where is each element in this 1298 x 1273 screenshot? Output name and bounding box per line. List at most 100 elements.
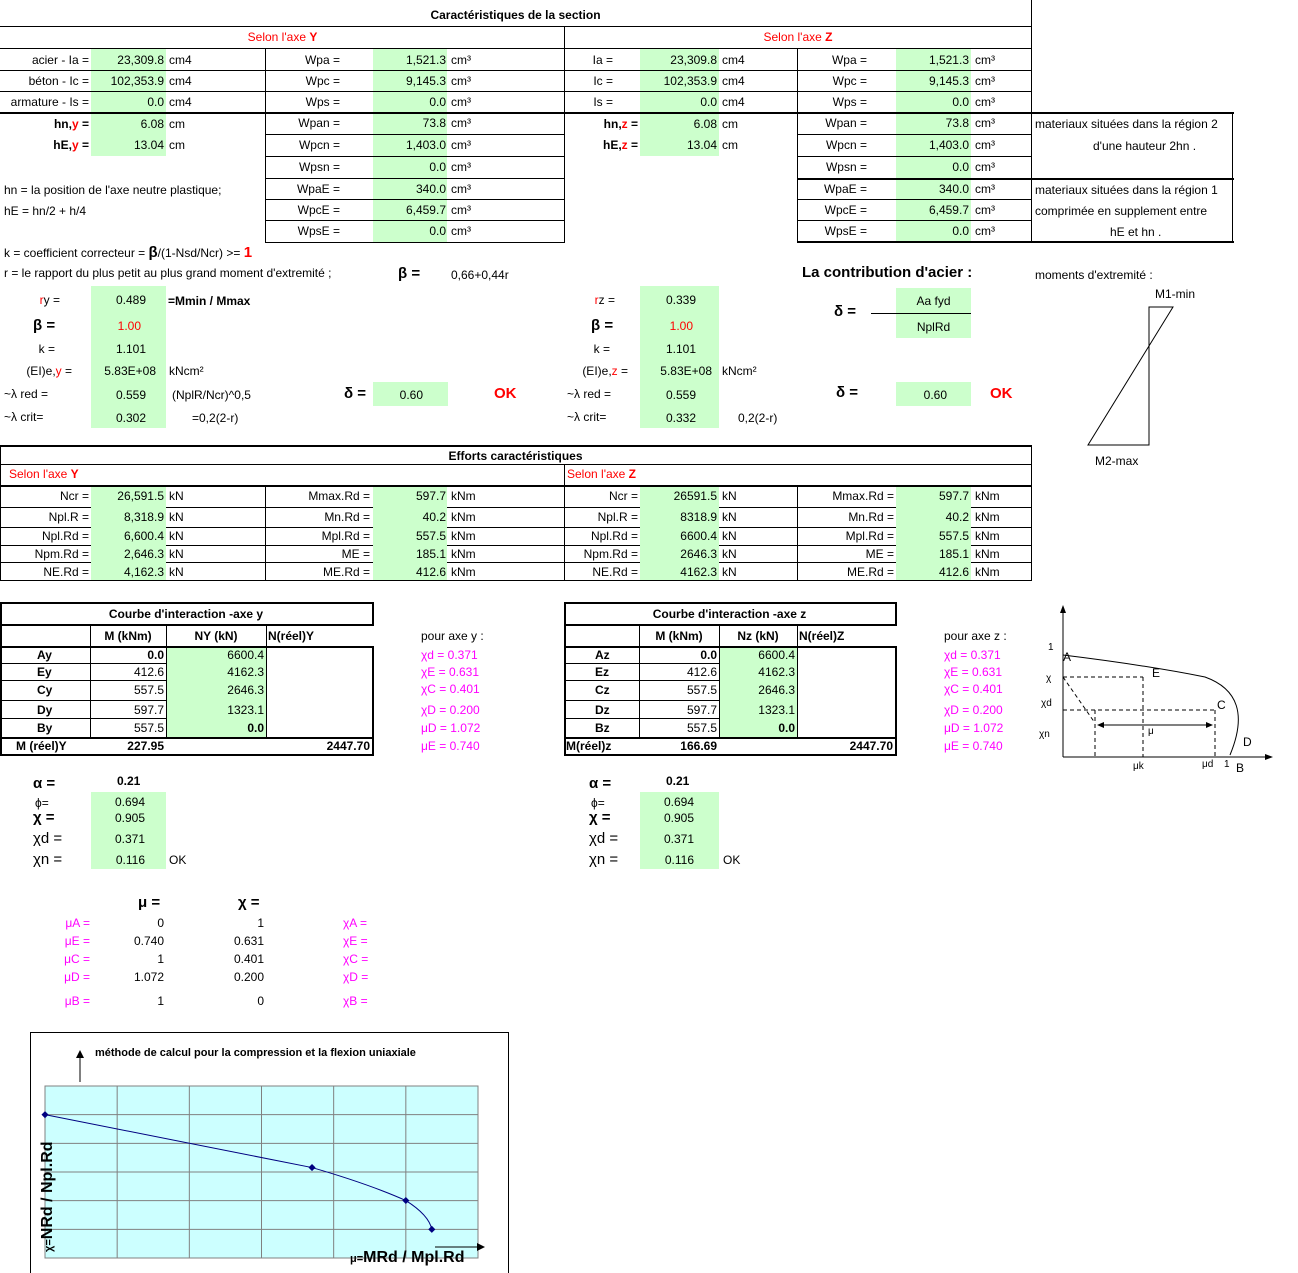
effort-value: 26,591.5 (117, 489, 164, 503)
y-modulus-unit: cm³ (451, 160, 471, 174)
z-k-value: 1.101 (665, 342, 696, 356)
note-region2-b: d'une hauteur 2hn . (1093, 139, 1197, 153)
courbe-row-n: 4162.3 (227, 665, 264, 679)
chi-row-label: χC = (343, 952, 369, 966)
y-modulus-value: 73.8 (422, 116, 446, 130)
y-r-label: ry = (39, 293, 60, 307)
z-prop-value: 23,309.8 (670, 53, 717, 67)
z-hE-value: 13.04 (686, 138, 717, 152)
z-r-label: rz = (594, 293, 615, 307)
beta-symbol: β = (398, 265, 421, 282)
z-ei-unit: kNcm² (722, 364, 757, 378)
chin-ok: OK (169, 853, 187, 867)
effort-label: ME.Rd = (846, 565, 894, 579)
effort-unit: kNm (975, 510, 1000, 524)
effort-unit: kNm (975, 565, 1000, 579)
effort-value: 557.5 (938, 529, 969, 543)
effort-value: 4162.3 (680, 565, 717, 579)
m2-label: M2-max (1095, 454, 1139, 468)
y-modulus-label: WpaE = (296, 182, 340, 196)
y-modulus-unit: cm³ (451, 138, 471, 152)
sketch-D: D (1243, 735, 1252, 749)
effort-value: 597.7 (415, 489, 446, 503)
y-modulus-value: 0.0 (429, 95, 446, 109)
r-definition: r = le rapport du plus petit au plus gra… (4, 266, 332, 280)
z-modulus-value: 9,145.3 (928, 74, 969, 88)
y-modulus-value: 9,145.3 (405, 74, 446, 88)
y-ei-label: (EI)e,y = (26, 364, 72, 378)
chi-header: χ = (238, 894, 260, 911)
z-lcrit-label: ~λ crit= (567, 410, 607, 424)
z-modulus-value: 6,459.7 (928, 203, 969, 217)
effort-unit: kNm (975, 547, 1000, 561)
courbe-row-label: Ay (37, 648, 52, 662)
y-hn-value: 6.08 (140, 117, 164, 131)
z-modulus-value: 73.8 (945, 116, 969, 130)
courbe-coef: χC = 0.401 (421, 682, 480, 696)
chi-row-label: χB = (343, 994, 368, 1008)
chin-value: 0.116 (115, 853, 145, 867)
chi-row-value: 0.401 (233, 952, 264, 966)
effort-label: Npm.Rd = (34, 547, 89, 561)
courbe-row-n: 6600.4 (227, 648, 264, 662)
courbe-nreel-value: 2447.70 (326, 739, 370, 753)
courbe-coef: μE = 0.740 (944, 739, 1003, 753)
section-axis-y-title: Selon l'axe Y (247, 30, 318, 44)
effort-label: Mmax.Rd = (832, 489, 894, 503)
effort-value: 26591.5 (673, 489, 717, 503)
z-ei-label: (EI)e,z = (582, 364, 628, 378)
courbe-row-m: 557.5 (133, 683, 164, 697)
chi-row-value: 0.200 (233, 970, 264, 984)
z-ei-value: 5.83E+08 (660, 364, 712, 378)
courbe-coef: μD = 1.072 (944, 721, 1004, 735)
z-r-value: 0.339 (665, 293, 696, 307)
effort-value: 412.6 (415, 565, 446, 579)
note-region2-a: materiaux situées dans la région 2 (1035, 117, 1218, 131)
chi-label: χ = (589, 809, 611, 826)
z-modulus-label: Wpsn = (825, 160, 867, 174)
y-modulus-value: 340.0 (415, 182, 446, 196)
effort-value: 6,600.4 (123, 529, 164, 543)
mu-row-value: 0.740 (133, 934, 164, 948)
effort-value: 4,162.3 (123, 565, 164, 579)
courbe-coef: χD = 0.200 (421, 703, 480, 717)
courbe-row-n: 2646.3 (758, 683, 795, 697)
beta-formula: 0,66+0,44r (451, 268, 509, 282)
effort-value: 8318.9 (680, 510, 717, 524)
effort-unit: kN (169, 510, 184, 524)
effort-unit: kNm (451, 489, 476, 503)
z-modulus-unit: cm³ (975, 95, 995, 109)
chid-label: χd = (33, 830, 63, 847)
chi-row-value: 0 (257, 994, 264, 1008)
z-hn-value: 6.08 (693, 117, 717, 131)
courbe-row-m: 597.7 (133, 703, 164, 717)
z-modulus-label: WpaE = (823, 182, 867, 196)
sketch-B: B (1236, 761, 1245, 775)
courbe-row-label: Cz (595, 683, 610, 697)
phi-value: 0.694 (114, 795, 145, 809)
courbe-row-n: 1323.1 (758, 703, 795, 717)
sketch-A: A (1063, 650, 1072, 664)
y-beta-value: 1.00 (117, 319, 141, 333)
y-modulus-label: WpcE = (297, 203, 340, 217)
effort-unit: kNm (451, 547, 476, 561)
courbe-header-nreel: N(réel)Z (799, 629, 845, 643)
z-modulus-label: Wpc = (832, 74, 867, 88)
z-modulus-label: Wpan = (825, 116, 867, 130)
sketch-chi: χ (1046, 673, 1052, 684)
y-delta-label: δ = (344, 385, 367, 402)
z-prop-label: Ia = (592, 53, 613, 67)
note-region1-a: materiaux situées dans la région 1 (1035, 183, 1218, 197)
z-hn-unit: cm (722, 117, 738, 131)
y-lred-label: ~λ red = (4, 387, 49, 401)
courbe-coef: χd = 0.371 (421, 648, 478, 662)
effort-label: Mpl.Rd = (321, 529, 370, 543)
y-modulus-unit: cm³ (451, 116, 471, 130)
effort-label: Npm.Rd = (583, 547, 638, 561)
y-ei-unit: kNcm² (169, 364, 204, 378)
chid-value: 0.371 (663, 832, 694, 846)
efforts-z-title: Selon l'axe Z (567, 467, 637, 481)
y-r-note: =Mmin / Mmax (168, 294, 251, 308)
section-axis-z-title: Selon l'axe Z (763, 30, 833, 44)
chin-label: χn = (589, 851, 619, 868)
